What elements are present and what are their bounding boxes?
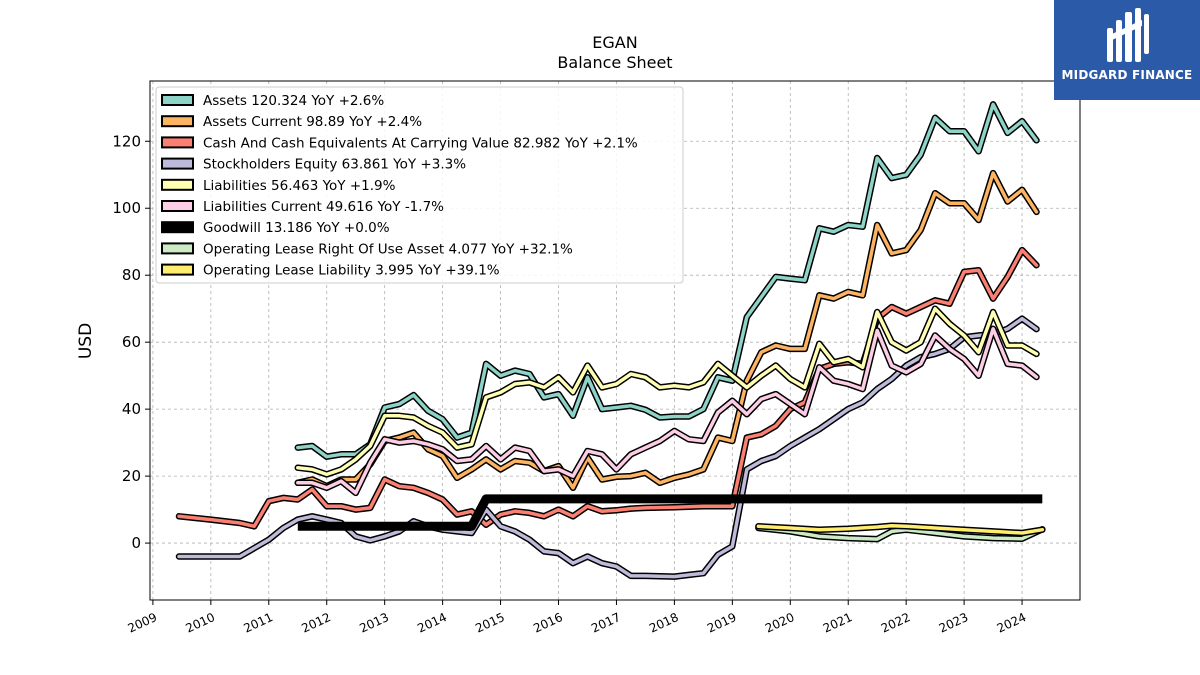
x-tick-label: 2024 <box>995 610 1029 636</box>
series-lines <box>175 101 1046 580</box>
midgard-logo-icon <box>1107 8 1149 62</box>
chart-subtitle: Balance Sheet <box>557 53 672 72</box>
series-line <box>177 248 1039 529</box>
legend-entry: Cash And Cash Equivalents At Carrying Va… <box>161 135 638 151</box>
legend-swatch <box>161 178 194 191</box>
legend-label: Stockholders Equity 63.861 YoY +3.3% <box>203 157 466 173</box>
x-tick-label: 2017 <box>589 610 623 636</box>
legend-swatch <box>161 200 194 212</box>
y-axis-ticks: 0 20 40 60 80 100 120 <box>112 132 150 552</box>
legend-label: Operating Lease Liability 3.995 YoY +39.… <box>203 263 500 279</box>
legend-label: Operating Lease Right Of Use Asset 4.077… <box>203 241 573 257</box>
y-tick-label: 80 <box>122 266 141 284</box>
legend-label: Assets 120.324 YoY +2.6% <box>203 93 384 109</box>
x-tick-label: 2009 <box>126 610 160 636</box>
series-line <box>297 494 1043 531</box>
series-5 <box>294 325 1040 497</box>
series-line <box>296 306 1039 477</box>
x-tick-label: 2020 <box>763 610 797 636</box>
x-tick-label: 2016 <box>531 610 565 636</box>
x-tick-label: 2011 <box>241 610 275 636</box>
x-tick-label: 2010 <box>184 610 218 636</box>
x-tick-label: 2021 <box>821 610 855 636</box>
y-tick-label: 0 <box>131 534 141 552</box>
series-4 <box>294 305 1040 478</box>
y-tick-label: 100 <box>112 199 141 217</box>
legend-swatch <box>161 242 194 255</box>
series-8 <box>755 522 1046 537</box>
y-axis-label: USD <box>76 323 96 359</box>
y-tick-label: 40 <box>122 400 141 418</box>
legend-swatch <box>161 157 194 170</box>
plot-frame <box>149 80 1081 601</box>
legend-swatch <box>161 94 194 106</box>
x-tick-label: 2012 <box>299 610 333 636</box>
legend-swatch <box>161 115 194 128</box>
legend-swatch <box>161 221 194 234</box>
brand-logo: MIDGARD FINANCE <box>1054 0 1200 100</box>
legend-swatch <box>161 263 194 276</box>
legend-entry: Operating Lease Right Of Use Asset 4.077… <box>161 241 573 257</box>
legend-entry: Stockholders Equity 63.861 YoY +3.3% <box>161 157 466 173</box>
legend-entry: Operating Lease Liability 3.995 YoY +39.… <box>161 263 500 279</box>
x-tick-label: 2018 <box>647 610 681 636</box>
series-0 <box>294 101 1040 460</box>
legend-box <box>155 86 684 284</box>
series-line <box>756 523 1045 535</box>
x-tick-label: 2022 <box>879 610 913 636</box>
x-tick-label: 2019 <box>705 610 739 636</box>
legend-entry: Liabilities Current 49.616 YoY -1.7% <box>161 199 444 215</box>
legend-entry: Assets 120.324 YoY +2.6% <box>161 93 384 109</box>
legend: Assets 120.324 YoY +2.6% Assets Current 9… <box>155 86 684 284</box>
y-tick-label: 60 <box>122 333 141 351</box>
series-line <box>296 327 1039 495</box>
x-tick-label: 2013 <box>357 610 391 636</box>
x-tick-label: 2015 <box>473 610 507 636</box>
legend-label: Assets Current 98.89 YoY +2.4% <box>203 114 422 130</box>
legend-label: Goodwill 13.186 YoY +0.0% <box>203 220 390 236</box>
legend-entry: Liabilities 56.463 YoY +1.9% <box>161 178 396 194</box>
x-tick-label: 2014 <box>415 610 449 636</box>
series-2 <box>175 246 1040 530</box>
chart-title: EGAN <box>592 33 637 52</box>
legend-label: Cash And Cash Equivalents At Carrying Va… <box>203 135 638 151</box>
series-line <box>756 526 1045 541</box>
logo-text: MIDGARD FINANCE <box>1061 68 1193 82</box>
series-6 <box>297 494 1043 531</box>
series-7 <box>755 524 1046 543</box>
x-tick-label: 2023 <box>937 610 971 636</box>
legend-swatch <box>161 136 194 149</box>
legend-label: Liabilities 56.463 YoY +1.9% <box>203 178 396 194</box>
legend-label: Liabilities Current 49.616 YoY -1.7% <box>203 199 444 215</box>
x-axis-ticks: 2009 2010 2011 2012 2013 2014 2015 2016 2017 2018… <box>126 600 1029 636</box>
legend-entry: Assets Current 98.89 YoY +2.4% <box>161 114 422 130</box>
y-tick-label: 120 <box>112 132 141 150</box>
legend-entries: Assets 120.324 YoY +2.6% Assets Current 9… <box>161 93 638 279</box>
series-line <box>296 102 1039 459</box>
legend-entry: Goodwill 13.186 YoY +0.0% <box>161 220 390 236</box>
y-tick-label: 20 <box>122 467 141 485</box>
